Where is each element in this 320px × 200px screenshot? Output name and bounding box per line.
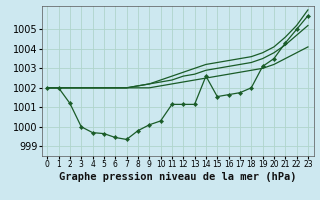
X-axis label: Graphe pression niveau de la mer (hPa): Graphe pression niveau de la mer (hPa): [59, 172, 296, 182]
